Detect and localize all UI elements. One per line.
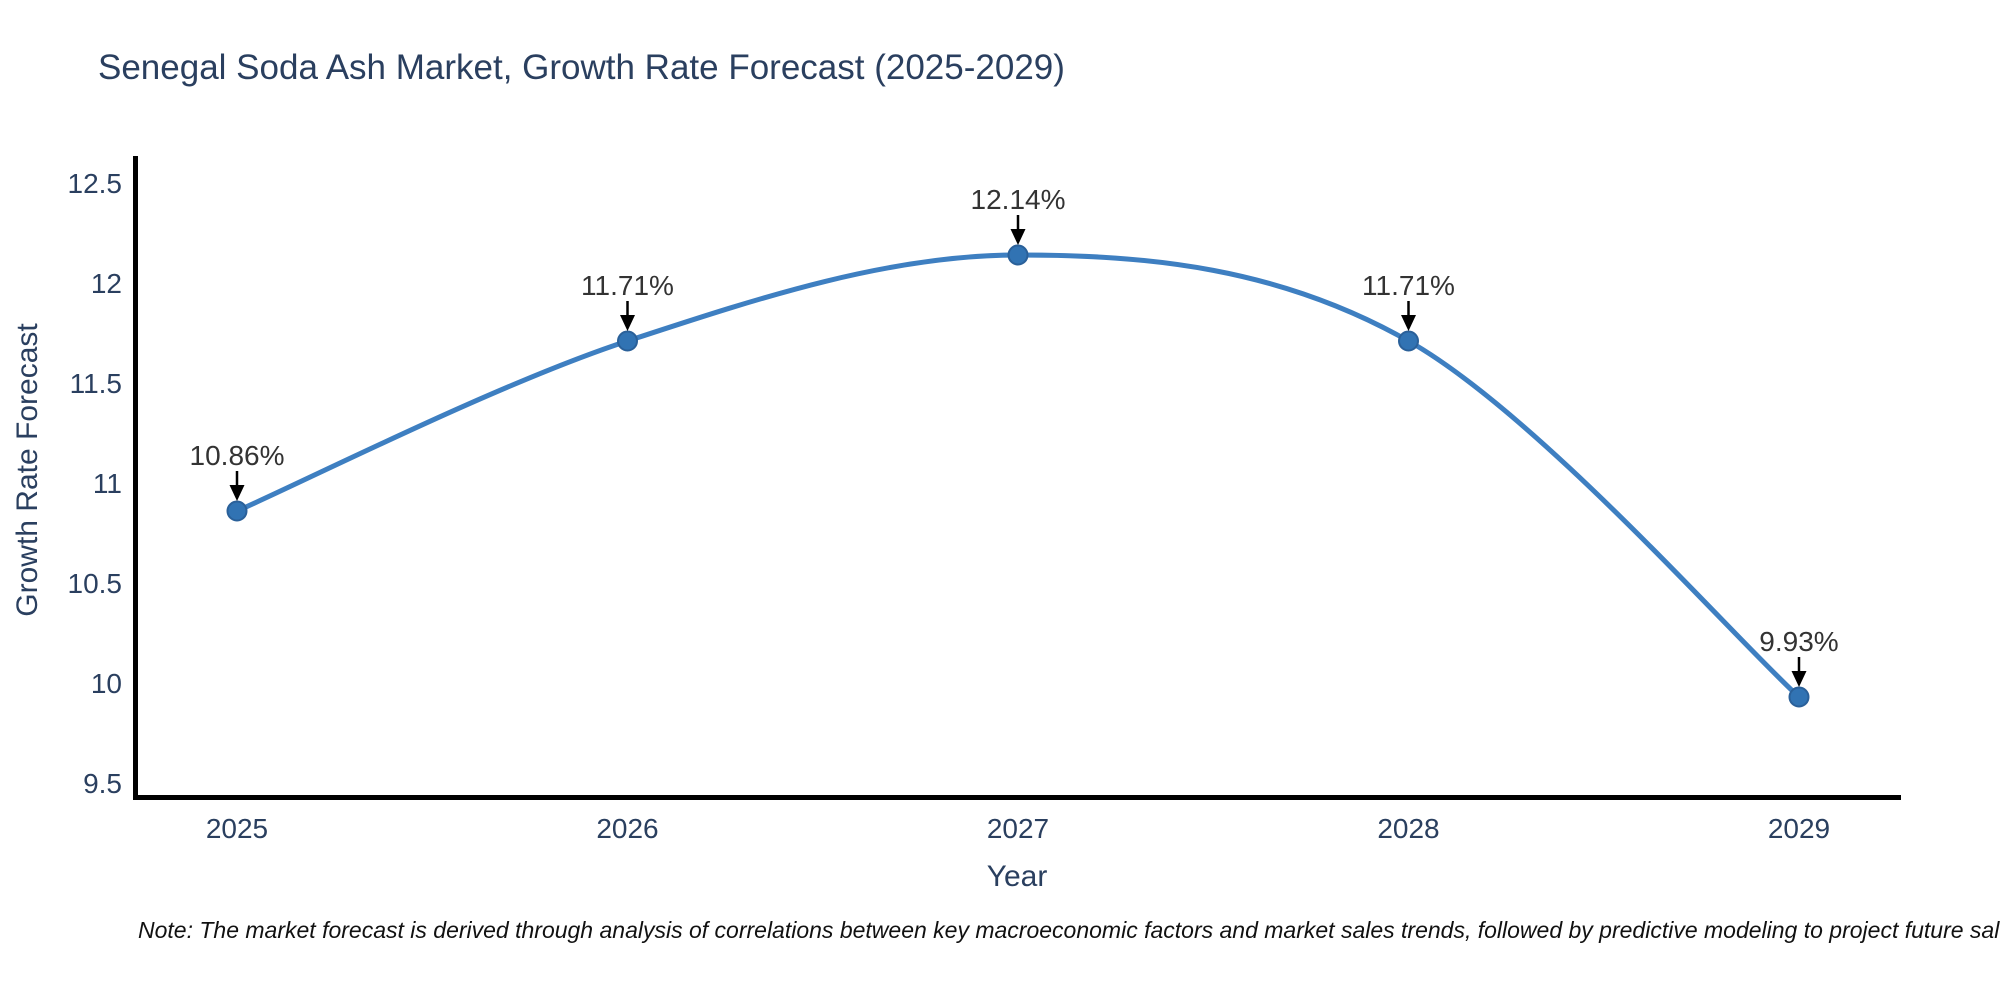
data-point-marker[interactable] <box>1007 244 1029 266</box>
data-point-label: 11.71% <box>581 270 674 301</box>
data-point-marker[interactable] <box>1398 330 1419 352</box>
y-tick-label: 11.5 <box>70 368 122 399</box>
annotation-arrowhead-icon <box>1401 315 1416 331</box>
x-tick-label: 2028 <box>1377 813 1439 844</box>
y-tick-label: 10.5 <box>68 568 123 599</box>
y-tick-label: 12 <box>91 268 122 299</box>
data-point-label: 12.14% <box>971 184 1066 215</box>
data-point-marker[interactable] <box>1788 686 1810 708</box>
x-tick-label: 2025 <box>206 813 268 844</box>
data-point-label: 9.93% <box>1759 626 1838 657</box>
annotation-arrowhead-icon <box>229 485 245 501</box>
data-point-label: 11.71% <box>1362 270 1455 301</box>
x-tick-label: 2026 <box>596 813 658 844</box>
annotation-arrowhead-icon <box>1791 671 1807 687</box>
annotation-arrowhead-icon <box>1010 229 1026 245</box>
footnote: Note: The market forecast is derived thr… <box>138 917 2000 943</box>
data-point-label: 10.86% <box>190 440 285 471</box>
y-tick-label: 12.5 <box>68 168 123 199</box>
y-tick-label: 9.5 <box>83 768 122 799</box>
annotation-arrowhead-icon <box>620 315 635 331</box>
forecast-line <box>234 252 1802 700</box>
data-point-marker[interactable] <box>226 500 248 522</box>
y-tick-label: 11 <box>93 468 122 499</box>
x-tick-label: 2027 <box>987 813 1049 844</box>
data-point-marker[interactable] <box>617 330 638 352</box>
x-axis-title: Year <box>986 860 1048 893</box>
chart-title: Senegal Soda Ash Market, Growth Rate For… <box>98 48 1065 87</box>
y-tick-label: 10 <box>91 668 122 699</box>
y-axis-title: Growth Rate Forecast <box>11 323 44 617</box>
x-tick-label: 2029 <box>1768 813 1830 844</box>
